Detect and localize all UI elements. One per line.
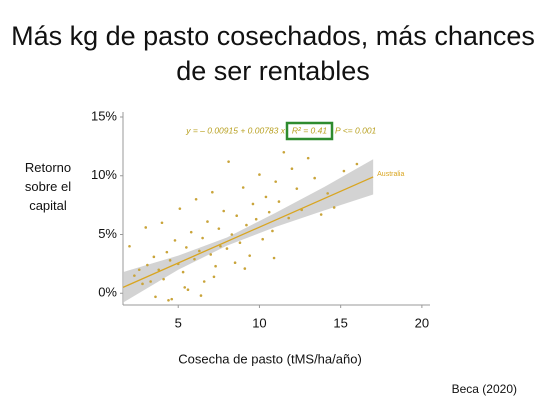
point <box>178 207 182 210</box>
point <box>128 244 131 248</box>
source: Beca (2020) <box>452 382 517 396</box>
point <box>173 239 177 242</box>
fit-line <box>122 176 374 288</box>
point <box>217 227 221 230</box>
point <box>319 213 323 216</box>
point <box>342 169 346 173</box>
x-tick-label: 15 <box>333 315 347 330</box>
y-tick-label: 5% <box>98 226 117 241</box>
x-tick-label: 10 <box>252 315 266 330</box>
point <box>227 160 230 163</box>
point <box>212 275 216 279</box>
point <box>306 156 310 160</box>
point <box>214 264 217 268</box>
point <box>287 216 290 220</box>
point <box>277 200 281 203</box>
point <box>211 190 214 194</box>
point <box>198 249 201 253</box>
point <box>225 247 229 250</box>
point <box>189 230 193 234</box>
point <box>141 282 144 286</box>
point <box>248 254 251 257</box>
point <box>186 288 190 292</box>
point <box>157 268 161 272</box>
x-tick-label: 20 <box>415 315 429 330</box>
highlight-box <box>285 121 334 141</box>
point <box>245 223 248 227</box>
point <box>206 220 209 223</box>
point <box>251 202 255 206</box>
point <box>152 255 156 259</box>
point <box>194 197 198 201</box>
point <box>146 263 149 267</box>
point <box>326 192 329 195</box>
point <box>235 214 239 217</box>
y-tick-label: 15% <box>91 108 117 123</box>
point <box>183 286 187 289</box>
point <box>199 294 203 297</box>
point <box>261 237 264 241</box>
point <box>185 246 188 249</box>
point <box>165 250 169 254</box>
point <box>313 176 316 180</box>
point <box>201 236 204 240</box>
point <box>290 167 294 170</box>
point <box>160 221 164 225</box>
point <box>149 280 152 283</box>
point <box>258 173 261 176</box>
confidence-band <box>123 159 374 303</box>
point <box>295 187 299 190</box>
point <box>137 268 141 272</box>
point <box>230 233 234 236</box>
point <box>144 226 148 229</box>
point <box>264 195 268 199</box>
equation: y = – 0.00915 + 0.00783 x <box>185 125 286 135</box>
point <box>167 299 170 302</box>
point <box>233 261 237 265</box>
point <box>241 186 245 189</box>
point <box>222 209 226 213</box>
point <box>332 206 336 209</box>
point <box>274 180 277 183</box>
point <box>209 253 213 256</box>
x-tick-label: 5 <box>175 315 182 330</box>
point <box>243 267 247 270</box>
point <box>202 280 206 283</box>
point <box>238 241 242 245</box>
y-axis-label: Retorno sobre el capital <box>24 160 72 213</box>
point <box>272 256 276 260</box>
title-line: Más kg de pasto cosechados, más chances <box>11 21 535 51</box>
y-tick-label: 10% <box>91 167 117 182</box>
point <box>267 210 271 214</box>
point <box>271 229 274 233</box>
point <box>193 257 196 261</box>
point <box>219 244 222 248</box>
point <box>355 162 359 166</box>
point <box>170 297 174 301</box>
x-axis-label: Cosecha de pasto (tMS/ha/año) <box>178 351 362 366</box>
point <box>168 259 172 262</box>
y-tick-label: 0% <box>98 285 117 300</box>
point <box>162 277 165 281</box>
p-value: P <= 0.001 <box>335 125 377 135</box>
point <box>254 217 258 221</box>
point <box>133 274 136 277</box>
point <box>154 295 157 299</box>
point <box>282 150 286 154</box>
title-line: de ser rentables <box>176 56 370 86</box>
fit-label: Australia <box>377 171 404 178</box>
point <box>181 270 185 274</box>
r-squared: R² = 0.41 <box>292 125 327 135</box>
